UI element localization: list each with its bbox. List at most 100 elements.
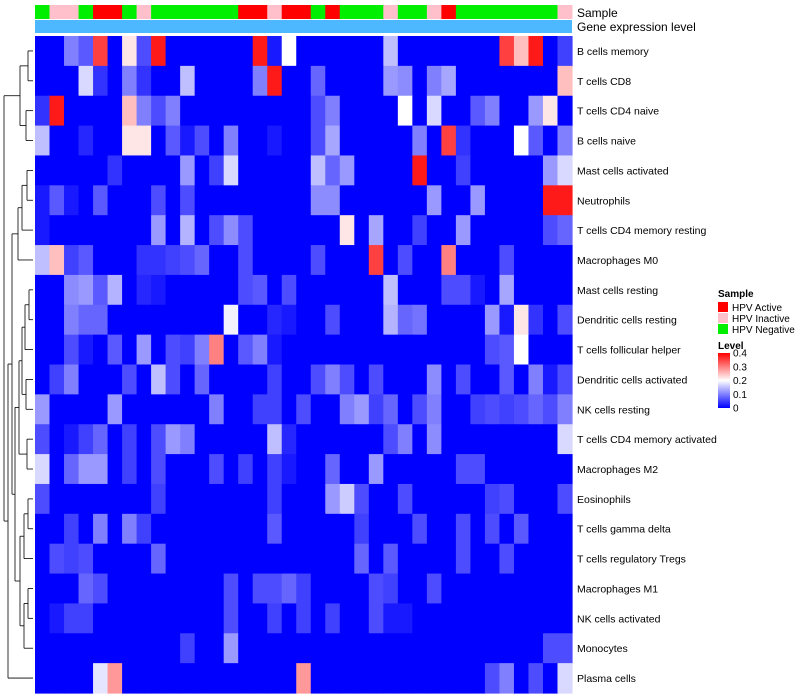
- heatmap-cell: [528, 36, 544, 67]
- heatmap-cell: [78, 364, 94, 395]
- heatmap-cell: [194, 245, 210, 276]
- heatmap-cell: [499, 125, 515, 157]
- heatmap-cell: [281, 513, 297, 545]
- heatmap-cell: [107, 483, 123, 515]
- heatmap-cell: [136, 633, 152, 664]
- heatmap-cell: [455, 633, 471, 664]
- gene-expression-annotation-bar: [35, 20, 572, 33]
- sample-annotation-cell: [484, 5, 500, 19]
- row-label: Mast cells activated: [577, 165, 669, 177]
- heatmap-cell: [180, 185, 196, 216]
- heatmap-cell: [470, 663, 486, 694]
- heatmap-cell: [339, 155, 355, 186]
- heatmap-cell: [194, 274, 210, 306]
- heatmap-cell: [180, 125, 196, 157]
- heatmap-cell: [296, 573, 312, 605]
- heatmap-cell: [397, 603, 413, 634]
- legend-level-tick-label: 0.4: [733, 349, 747, 360]
- heatmap-cell: [412, 155, 428, 186]
- heatmap-cell: [499, 304, 515, 336]
- heatmap-cell: [557, 65, 573, 97]
- legend-level-tick-label: 0.3: [733, 362, 747, 373]
- heatmap-cell: [499, 483, 515, 515]
- heatmap-cell: [267, 155, 283, 186]
- heatmap-cell: [412, 125, 428, 157]
- heatmap-cell: [281, 95, 297, 127]
- heatmap-cell: [281, 334, 297, 366]
- heatmap-cell: [325, 95, 341, 127]
- heatmap-cell: [557, 334, 573, 366]
- heatmap-cell: [93, 364, 109, 395]
- heatmap-cell: [542, 573, 559, 605]
- heatmap-cell: [296, 274, 312, 306]
- heatmap-cell: [513, 483, 530, 515]
- heatmap-cell: [383, 155, 399, 186]
- heatmap-cell: [78, 65, 94, 97]
- heatmap-cell: [64, 215, 80, 246]
- heatmap-cell: [383, 95, 399, 127]
- heatmap-cell: [441, 36, 457, 67]
- heatmap-cell: [325, 185, 341, 216]
- heatmap-cell: [238, 483, 254, 515]
- heatmap-cell: [281, 454, 297, 485]
- heatmap-cell: [151, 663, 167, 694]
- heatmap-cell: [194, 483, 210, 515]
- heatmap-cell: [412, 65, 428, 97]
- heatmap-cell: [499, 633, 515, 664]
- heatmap-cell: [455, 155, 471, 186]
- heatmap-cell: [455, 274, 471, 306]
- sample-annotation-cell: [455, 5, 471, 19]
- heatmap-cell: [78, 155, 94, 186]
- heatmap-cell: [107, 603, 123, 634]
- heatmap-cell: [354, 364, 370, 395]
- heatmap-cell: [122, 483, 138, 515]
- heatmap-cell: [238, 543, 254, 575]
- heatmap-cell: [441, 185, 457, 216]
- heatmap-cell: [151, 364, 167, 395]
- heatmap-cell: [107, 663, 123, 694]
- heatmap-cell: [426, 274, 442, 306]
- sample-annotation-cell: [151, 5, 167, 19]
- heatmap-cell: [267, 125, 283, 157]
- heatmap-cell: [35, 304, 51, 336]
- heatmap-cell: [64, 364, 80, 395]
- row-label: Neutrophils: [577, 195, 630, 207]
- heatmap-cell: [136, 513, 152, 545]
- heatmap-cell: [484, 663, 501, 694]
- heatmap-cell: [78, 274, 94, 306]
- heatmap-cell: [107, 454, 123, 485]
- row-label: Dendritic cells resting: [577, 315, 677, 327]
- heatmap-cell: [354, 155, 370, 186]
- heatmap-cell: [542, 185, 559, 216]
- row-label: B cells memory: [577, 46, 650, 58]
- heatmap-cell: [93, 125, 109, 157]
- heatmap-cell: [296, 155, 312, 186]
- annotation-bars: [35, 5, 573, 33]
- sample-annotation-cell: [368, 5, 384, 19]
- heatmap-cell: [209, 155, 225, 186]
- heatmap-cell: [426, 334, 442, 366]
- heatmap-cell: [484, 334, 501, 366]
- heatmap-cell: [49, 603, 65, 634]
- heatmap-cell: [470, 394, 486, 425]
- heatmap-cell: [470, 274, 486, 306]
- heatmap-cell: [499, 454, 515, 485]
- heatmap-cell: [412, 394, 428, 425]
- heatmap-cell: [412, 483, 428, 515]
- heatmap-cell: [296, 633, 312, 664]
- heatmap-cell: [122, 155, 138, 186]
- heatmap-cell: [339, 603, 355, 634]
- heatmap-cell: [78, 663, 94, 694]
- heatmap-cell: [93, 185, 109, 216]
- sample-annotation-cell: [513, 5, 529, 19]
- heatmap-cell: [470, 334, 486, 366]
- heatmap-cell: [281, 245, 297, 276]
- heatmap-cell: [542, 125, 559, 157]
- heatmap-cell: [223, 334, 239, 366]
- heatmap-cell: [267, 543, 283, 575]
- heatmap-cell: [397, 454, 413, 485]
- heatmap-cell: [455, 483, 471, 515]
- heatmap-cell: [151, 215, 167, 246]
- heatmap-cell: [513, 304, 530, 336]
- heatmap-cell: [310, 304, 326, 336]
